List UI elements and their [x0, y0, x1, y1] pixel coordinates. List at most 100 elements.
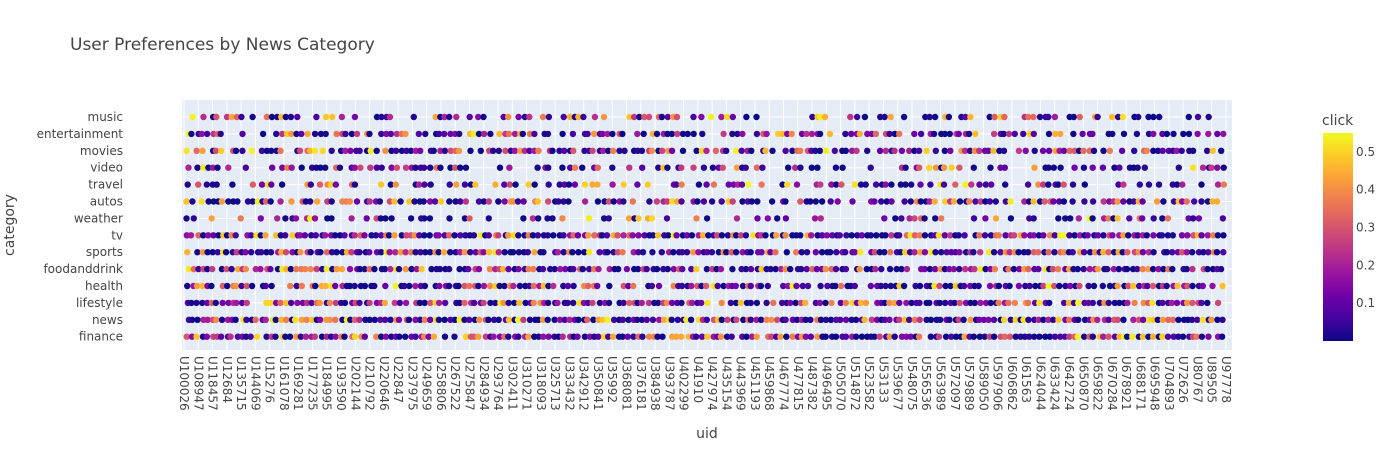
data-point	[625, 282, 632, 290]
data-point	[431, 198, 439, 205]
data-point	[559, 164, 566, 171]
data-point	[783, 333, 790, 340]
data-point	[942, 282, 949, 290]
x-tick-label: U100026	[177, 356, 191, 411]
data-point	[996, 147, 1003, 154]
data-point	[447, 249, 454, 256]
data-point	[803, 249, 811, 256]
data-point	[501, 198, 508, 205]
data-point	[228, 265, 235, 273]
data-point	[714, 282, 721, 290]
data-point	[656, 316, 663, 323]
data-point	[664, 198, 671, 205]
data-point	[500, 113, 507, 121]
data-point	[678, 282, 686, 290]
data-point	[1208, 316, 1215, 323]
data-point	[864, 130, 871, 138]
data-point	[916, 232, 923, 239]
data-point	[812, 249, 819, 256]
data-point	[942, 333, 950, 340]
data-point	[549, 215, 556, 222]
data-point	[1060, 299, 1068, 307]
data-point	[629, 232, 636, 239]
data-point	[907, 198, 914, 205]
data-point	[316, 316, 324, 323]
data-point	[378, 113, 385, 121]
data-point	[1140, 316, 1147, 323]
data-point	[793, 282, 800, 290]
data-point	[1069, 198, 1076, 205]
data-point	[1198, 333, 1206, 340]
data-point	[923, 316, 930, 323]
x-tick-label: U97778	[1219, 356, 1233, 403]
data-point	[432, 113, 439, 121]
data-point	[466, 215, 473, 222]
data-point	[679, 249, 686, 256]
data-point	[758, 265, 765, 273]
data-point	[289, 232, 296, 239]
data-point	[371, 265, 378, 273]
data-point	[1089, 299, 1097, 307]
data-point	[590, 130, 598, 138]
data-point	[982, 299, 990, 307]
data-point	[783, 249, 790, 256]
data-point	[1066, 147, 1073, 154]
x-tick-label: U459868	[762, 356, 776, 411]
data-point	[740, 316, 747, 323]
data-point	[867, 282, 874, 290]
data-point	[930, 130, 938, 138]
data-point	[923, 147, 930, 154]
data-point	[531, 249, 538, 256]
data-point	[1045, 164, 1052, 171]
data-point	[970, 249, 977, 256]
data-point	[482, 333, 490, 340]
data-point	[694, 198, 701, 205]
data-point	[565, 181, 573, 188]
data-point	[1100, 198, 1107, 205]
data-point	[480, 282, 488, 290]
data-point	[445, 282, 453, 290]
y-tick-labels: musicentertainmentmoviesvideotravelautos…	[37, 110, 124, 344]
data-point	[1125, 282, 1132, 290]
data-point	[1139, 215, 1146, 222]
data-point	[183, 215, 190, 222]
data-point	[630, 333, 637, 340]
colorbar-tick-label: 0.4	[1356, 183, 1375, 197]
data-point	[639, 333, 646, 340]
data-point	[665, 232, 672, 239]
data-point	[1046, 299, 1053, 307]
data-point	[534, 198, 542, 205]
data-point	[882, 147, 889, 154]
x-tick-label: U184995	[320, 356, 334, 411]
data-point	[441, 316, 448, 323]
data-point	[581, 181, 589, 188]
data-point	[807, 198, 814, 205]
data-point	[898, 265, 905, 273]
data-point	[584, 130, 591, 138]
data-point	[238, 113, 245, 121]
data-point	[294, 113, 301, 121]
data-point	[461, 299, 468, 307]
data-point	[388, 147, 395, 154]
data-point	[1024, 181, 1032, 188]
data-point	[723, 249, 730, 256]
x-tick-label: U202144	[348, 356, 362, 411]
data-point	[821, 113, 829, 121]
data-point	[1120, 130, 1128, 138]
data-point	[1155, 181, 1163, 188]
data-point	[1139, 265, 1146, 273]
data-point	[327, 333, 335, 340]
data-point	[317, 164, 324, 171]
data-point	[843, 232, 850, 239]
data-point	[809, 265, 816, 273]
data-point	[745, 181, 752, 188]
data-point	[499, 265, 507, 273]
data-point	[232, 316, 239, 323]
data-point	[188, 299, 195, 307]
data-point	[407, 249, 415, 256]
data-point	[495, 198, 502, 205]
data-point	[190, 265, 197, 273]
data-point	[457, 198, 464, 205]
data-point	[422, 249, 429, 256]
data-point	[715, 249, 722, 256]
